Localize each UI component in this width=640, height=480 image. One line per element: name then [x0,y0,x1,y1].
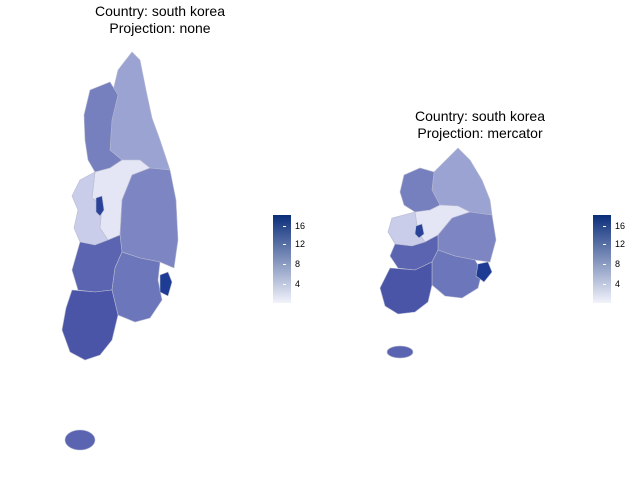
legend-colorbar [593,215,611,303]
region-gyeongbuk [119,167,179,269]
region-jeju [64,429,96,451]
legend-tick: 8 [602,259,621,269]
legend-tick: 4 [282,279,301,289]
legend-tick: 16 [602,221,626,231]
map-panel-mercator: Country: south korea Projection: mercato… [320,0,640,480]
region-jeonnam [61,289,119,361]
legend-tick: 12 [282,239,306,249]
legend-tick: 12 [602,239,626,249]
legend-colorbar [273,215,291,303]
region-daejeon [414,223,425,239]
region-daejeon [95,195,105,217]
region-gangwon [109,51,171,171]
choropleth-map-mercator [379,147,497,359]
choropleth-map-none [61,51,179,451]
region-gyeongnam [111,251,163,323]
map-title: Country: south korea Projection: none [0,3,320,37]
map-title-country: Country: south korea [95,3,225,19]
region-jeju [386,345,414,359]
region-busan [159,271,173,297]
legend-tick: 8 [282,259,301,269]
map-title: Country: south korea Projection: mercato… [320,108,640,142]
map-title-projection: Projection: mercator [417,125,543,141]
legend-tick: 16 [282,221,306,231]
legend-tick: 4 [602,279,621,289]
region-jeonnam [379,261,433,315]
map-title-country: Country: south korea [415,108,545,124]
map-panel-none: Country: south korea Projection: none 16… [0,3,320,451]
map-title-projection: Projection: none [109,20,211,36]
region-busan [475,261,493,283]
